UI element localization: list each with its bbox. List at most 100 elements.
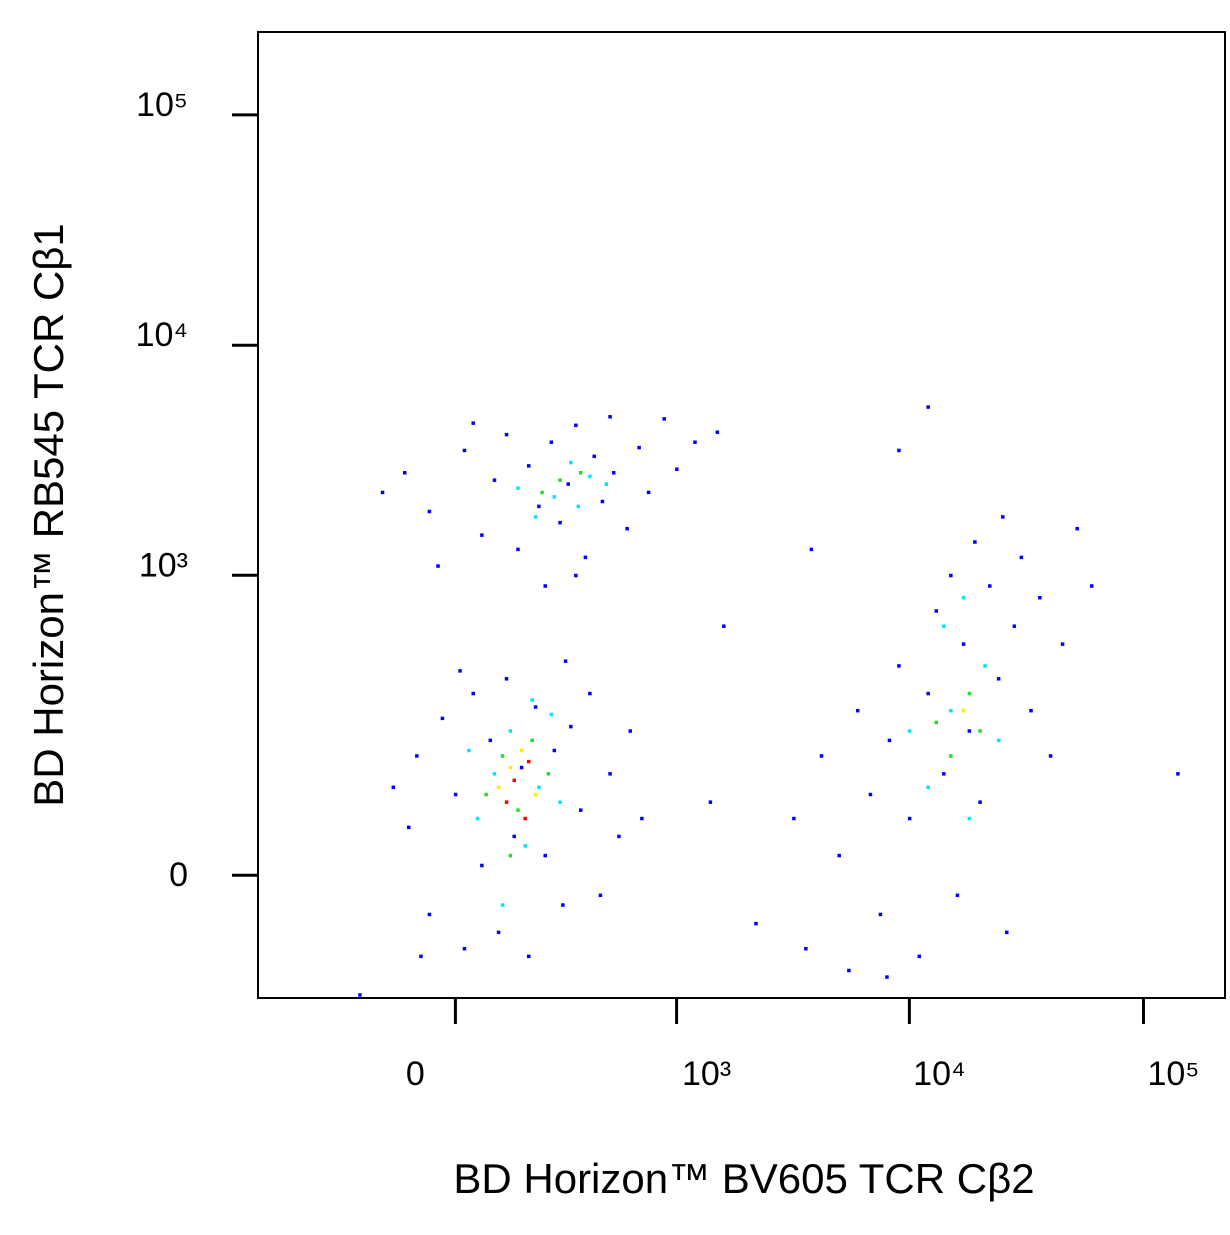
data-point — [973, 540, 977, 544]
data-point — [552, 748, 557, 753]
data-point — [526, 759, 531, 764]
data-point — [516, 486, 520, 490]
data-point — [978, 729, 982, 733]
data-point — [961, 595, 966, 600]
data-point — [693, 440, 697, 444]
data-point — [819, 754, 824, 758]
data-point — [617, 834, 621, 839]
data-point — [462, 448, 467, 453]
data-point — [508, 853, 513, 858]
x-tick-label: 0 — [406, 1055, 425, 1093]
data-point — [1048, 754, 1053, 758]
y-tick-label: 10³ — [139, 546, 188, 584]
data-point — [1090, 584, 1094, 588]
y-tick-label: 10⁴ — [136, 316, 188, 354]
data-point — [530, 738, 534, 743]
data-point — [574, 423, 578, 428]
data-point — [847, 968, 851, 973]
data-point — [662, 417, 666, 421]
data-point — [391, 785, 396, 790]
data-point — [419, 954, 423, 959]
data-point — [516, 547, 520, 552]
data-point — [519, 748, 524, 753]
data-point — [600, 499, 605, 504]
data-point — [519, 765, 524, 770]
data-point — [546, 772, 551, 776]
data-point — [496, 930, 501, 935]
data-point — [558, 520, 562, 525]
data-point — [637, 445, 641, 450]
data-point — [917, 954, 922, 959]
data-point — [907, 729, 912, 733]
data-point — [576, 504, 581, 509]
data-point — [722, 624, 726, 628]
data-point — [488, 738, 493, 743]
data-point — [934, 720, 939, 725]
data-point — [878, 912, 883, 917]
data-point — [837, 853, 841, 858]
data-point — [608, 772, 612, 776]
x-tick-label: 10⁵ — [1148, 1055, 1200, 1093]
data-point — [471, 691, 475, 696]
data-point — [484, 792, 488, 797]
data-point — [897, 448, 901, 453]
data-point — [949, 573, 953, 578]
data-point — [646, 490, 651, 495]
data-point — [934, 609, 939, 613]
data-point — [523, 844, 527, 848]
data-point — [978, 800, 982, 804]
data-point — [492, 772, 497, 776]
data-point — [628, 729, 633, 733]
data-point — [967, 729, 972, 733]
data-point — [855, 708, 860, 713]
data-point — [675, 467, 679, 472]
data-point — [926, 691, 930, 696]
data-point — [552, 495, 557, 499]
plot-frame — [257, 31, 1226, 999]
data-point — [492, 478, 497, 482]
data-point — [949, 708, 953, 713]
data-point — [885, 975, 889, 979]
data-point — [436, 564, 440, 568]
data-point — [402, 471, 407, 475]
data-point — [512, 834, 516, 839]
y-axis-label: BD Horizon™ RB545 TCR Cβ1 — [25, 223, 72, 807]
data-point — [598, 893, 603, 898]
data-point — [549, 440, 554, 444]
data-point — [533, 515, 538, 519]
data-point — [967, 816, 972, 821]
data-point — [427, 912, 432, 917]
data-point — [440, 716, 445, 721]
data-point — [1176, 772, 1180, 776]
data-point — [427, 509, 432, 514]
data-point — [471, 421, 475, 425]
data-point — [549, 712, 554, 717]
data-point — [453, 792, 458, 797]
y-tick-label: 0 — [169, 856, 188, 894]
x-tick-label: 10⁴ — [913, 1055, 965, 1093]
data-point — [578, 808, 583, 812]
data-point — [558, 478, 562, 482]
data-point — [583, 555, 588, 560]
data-point — [533, 705, 538, 709]
data-point — [566, 482, 570, 486]
data-point — [983, 664, 987, 668]
data-point — [1029, 708, 1033, 713]
data-point — [523, 816, 527, 821]
data-point — [996, 677, 1001, 681]
data-point — [537, 504, 541, 509]
data-point — [1060, 642, 1065, 646]
data-point — [500, 903, 505, 907]
data-point — [467, 748, 471, 753]
data-point — [588, 691, 592, 696]
data-point — [942, 624, 946, 628]
data-point — [406, 825, 411, 830]
data-point — [561, 903, 565, 907]
data-point — [508, 765, 513, 770]
data-point — [625, 526, 629, 531]
data-point — [504, 677, 509, 681]
data-point — [574, 573, 578, 578]
data-point — [462, 946, 467, 951]
data-point — [996, 738, 1001, 743]
